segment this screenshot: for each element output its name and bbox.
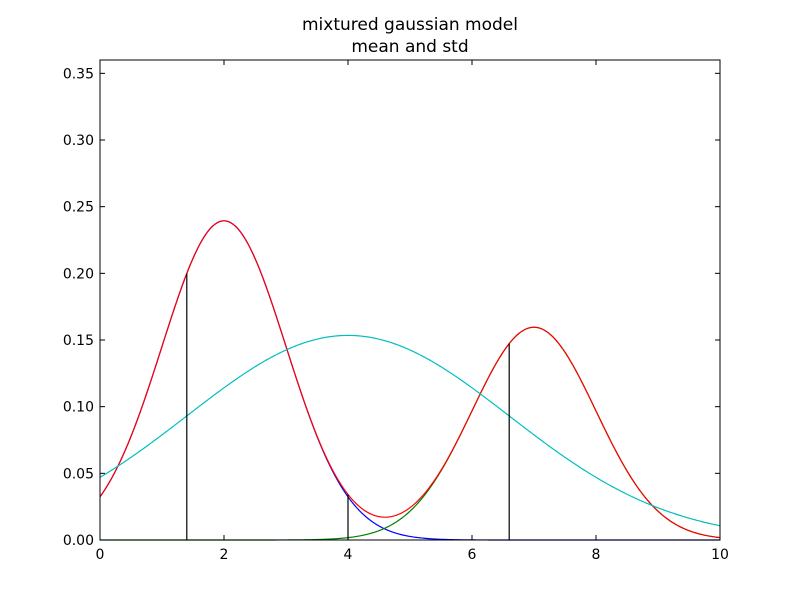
plot-frame	[99, 59, 721, 541]
y-tick-label: 0.00	[63, 533, 94, 549]
chart-title-line-1: mixtured gaussian model	[302, 15, 518, 35]
density-curve-3	[99, 334, 721, 527]
y-tick-label: 0.30	[63, 133, 94, 149]
x-tick-label: 0	[96, 547, 105, 563]
density-curve-0	[99, 220, 720, 541]
y-tick-label: 0.20	[63, 266, 94, 282]
x-tick-label: 10	[711, 547, 729, 563]
y-tick-label: 0.10	[63, 400, 94, 416]
curve-group	[99, 220, 721, 541]
y-tick-label: 0.35	[63, 66, 94, 82]
x-tick-label: 4	[344, 547, 353, 563]
x-tick-label: 8	[592, 547, 601, 563]
x-tick-label: 2	[220, 547, 229, 563]
chart-title-line-2: mean and std	[351, 37, 468, 57]
y-tick-label: 0.15	[63, 333, 94, 349]
tick-group: 0 2 4 6 8 10 0.00 0.05 0.10 0.15 0.20 0.25 0.30 0.35	[63, 60, 729, 563]
density-curve-2	[99, 220, 721, 539]
x-tick-label: 6	[468, 547, 477, 563]
y-tick-label: 0.25	[63, 200, 94, 216]
mean-std-line-group	[186, 273, 510, 540]
y-tick-label: 0.05	[63, 466, 94, 482]
